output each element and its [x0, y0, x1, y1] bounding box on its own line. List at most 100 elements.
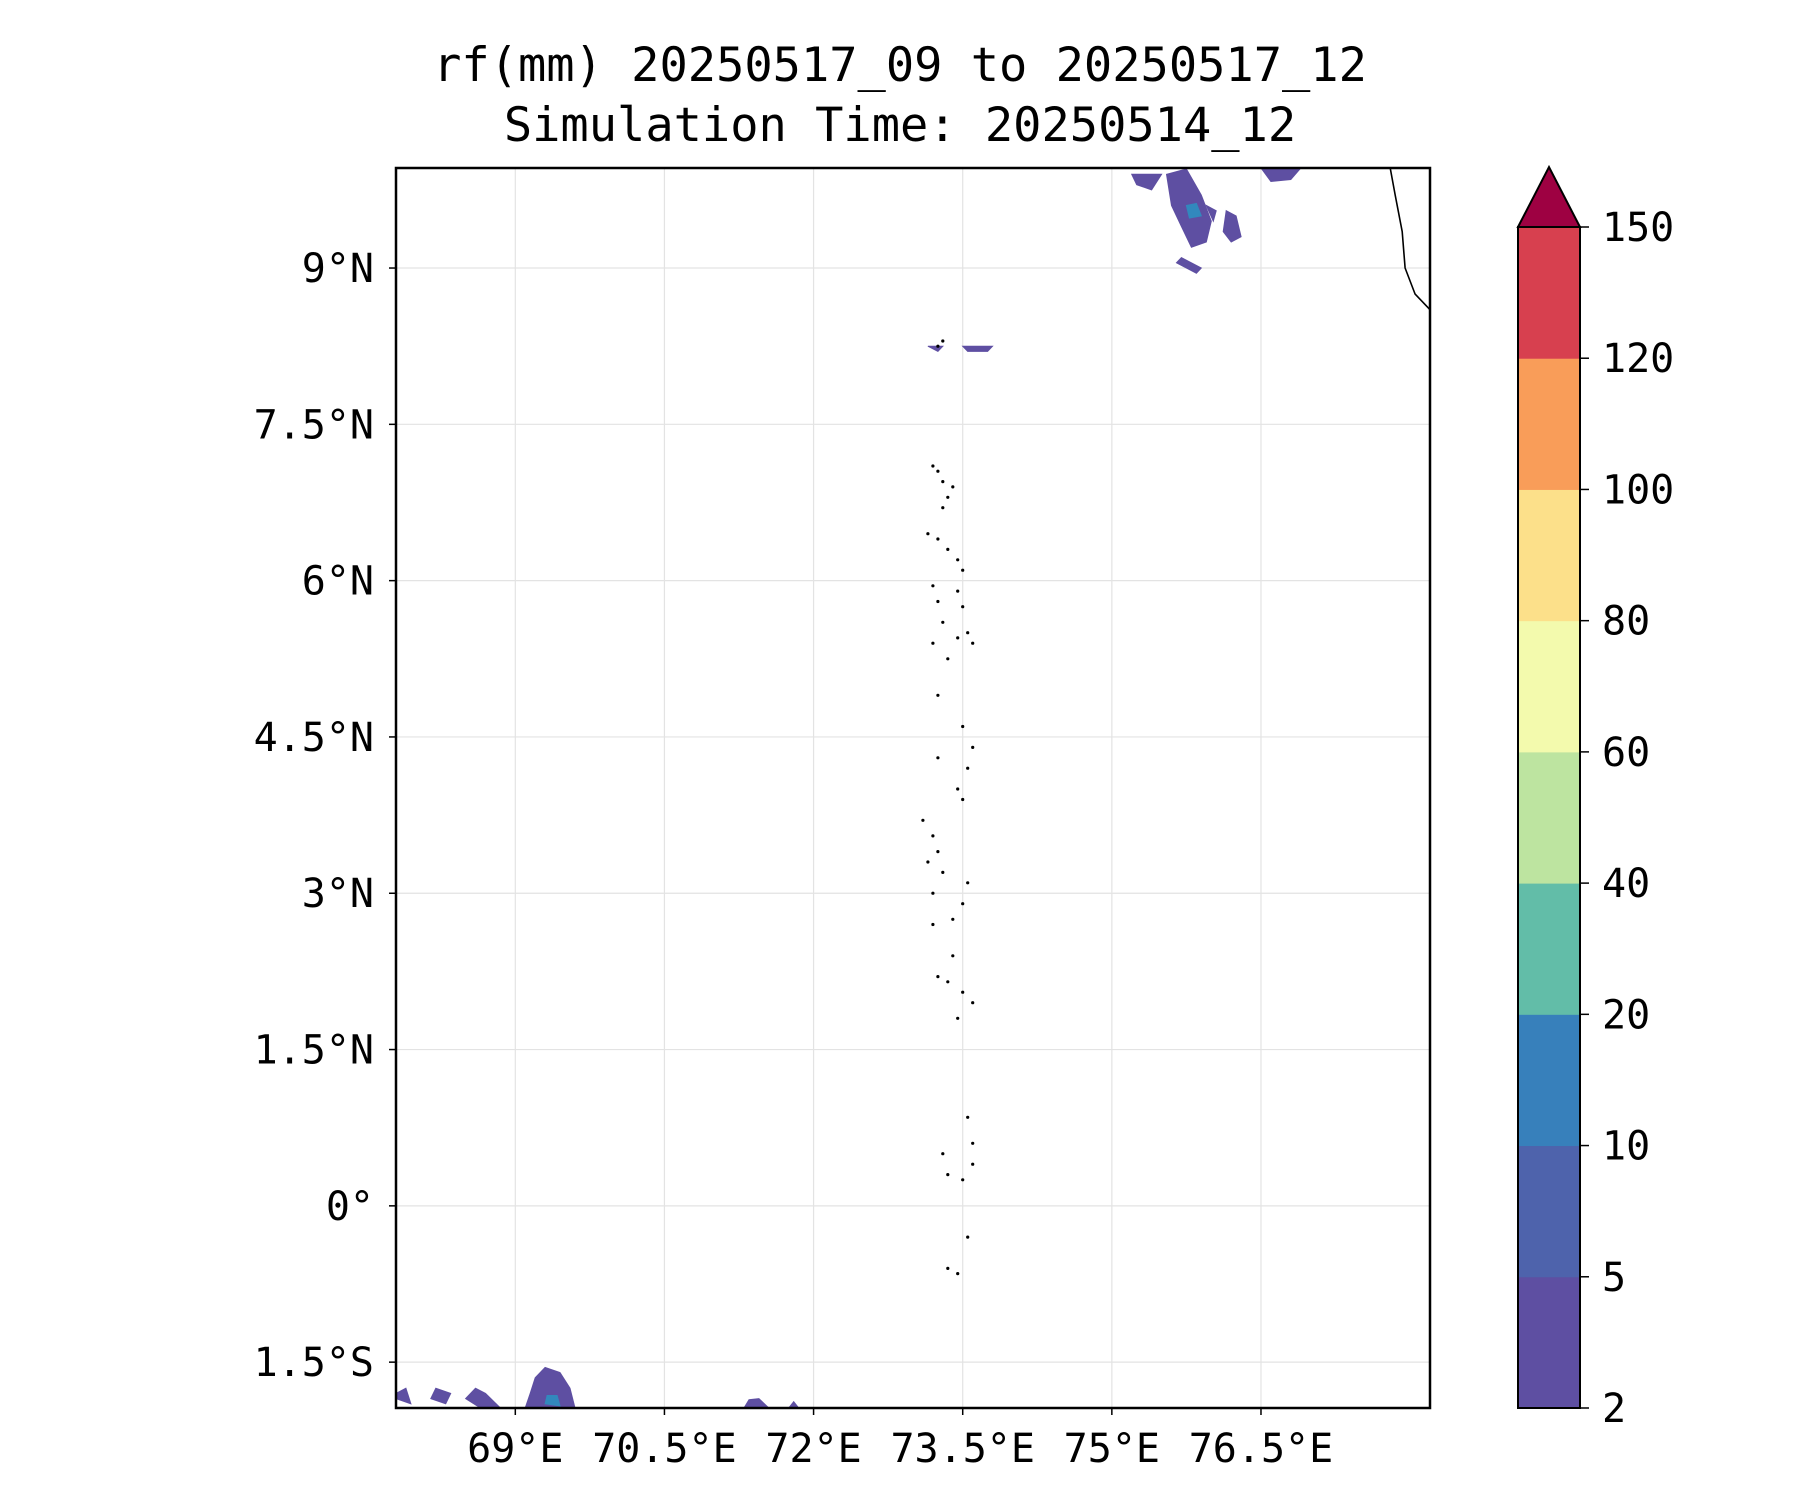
- rain-patch: [961, 345, 994, 352]
- map-frame: [394, 166, 1432, 1410]
- x-tick-label: 75°E: [1064, 1426, 1160, 1472]
- island-dot: [966, 1115, 970, 1119]
- title-line-1: rf(mm) 20250517_09 to 20250517_12: [433, 38, 1367, 93]
- colorbar-segment: [1518, 620, 1580, 753]
- rain-patch: [1205, 204, 1217, 223]
- island-dot: [971, 1162, 975, 1166]
- colorbar-frame: [1517, 226, 1581, 1409]
- island-dot: [961, 568, 965, 572]
- y-tick-label: 0°: [326, 1184, 374, 1230]
- island-dot: [926, 860, 930, 864]
- y-axis-ticks: 9°N 7.5°N 6°N 4.5°N 3°N 1.5°N 0° 1.5°S: [254, 246, 396, 1386]
- map-background: [396, 168, 1430, 1408]
- island-dot: [971, 641, 975, 645]
- colorbar-tick-label: 80: [1602, 599, 1650, 645]
- colorbar-tick-label: 120: [1602, 336, 1674, 382]
- island-dot: [936, 693, 940, 697]
- y-tick-label: 1.5°N: [254, 1028, 374, 1074]
- island-dot: [931, 464, 935, 468]
- x-axis-ticks: 69°E 70.5°E 72°E 73.5°E 75°E 76.5°E: [467, 1408, 1333, 1472]
- rain-patch: [396, 1387, 412, 1405]
- y-tick-label: 3°N: [302, 871, 374, 917]
- colorbar-tick-label: 40: [1602, 861, 1650, 907]
- island-dot: [936, 850, 940, 854]
- island-dot: [931, 641, 935, 645]
- island-dot: [956, 589, 960, 593]
- island-dot: [961, 724, 965, 729]
- colorbar-segment: [1518, 227, 1580, 359]
- island-dot: [926, 532, 930, 536]
- x-tick-label: 76.5°E: [1189, 1426, 1334, 1472]
- colorbar: 2 5 10 20 40 60 80 100 120 150: [1516, 164, 1674, 1432]
- island-dot: [956, 558, 960, 562]
- title-line-2: Simulation Time: 20250514_12: [503, 98, 1297, 153]
- island-dot: [951, 954, 955, 958]
- coastline-layer: [921, 168, 1430, 1276]
- rain-patch: [524, 1366, 576, 1408]
- colorbar-extend-arrow: [1516, 164, 1582, 228]
- island-dot: [966, 766, 970, 770]
- colorbar-segment: [1518, 358, 1580, 490]
- island-dot: [946, 980, 950, 984]
- island-dot: [941, 480, 945, 484]
- island-dot: [946, 1266, 950, 1270]
- island-dot: [936, 469, 940, 473]
- rain-patch: [1130, 173, 1163, 191]
- island-dot: [971, 1141, 975, 1145]
- y-tick-label: 4.5°N: [254, 715, 374, 761]
- island-dot: [946, 657, 950, 661]
- island-dot: [956, 787, 960, 791]
- y-tick-label: 7.5°N: [254, 402, 374, 448]
- island-dot: [946, 1173, 950, 1177]
- island-dot: [941, 506, 945, 510]
- island-dot: [961, 605, 965, 609]
- island-dot: [936, 756, 940, 760]
- colorbar-tick-label: 2: [1602, 1386, 1626, 1432]
- island-dot: [966, 881, 970, 885]
- colorbar-segment: [1518, 1014, 1580, 1147]
- island-dot: [941, 1152, 945, 1156]
- rain-patch: [1260, 168, 1302, 183]
- island-dot: [956, 1272, 960, 1276]
- colorbar-segment: [1518, 489, 1580, 622]
- island-dot: [921, 818, 925, 822]
- y-tick-label: 1.5°S: [254, 1340, 374, 1386]
- coastline-india: [1389, 168, 1430, 311]
- island-dot: [931, 891, 935, 895]
- rainfall-layer: [396, 168, 1302, 1408]
- island-dot: [951, 485, 955, 489]
- colorbar-tick-label: 100: [1602, 467, 1674, 513]
- island-dot: [936, 599, 940, 604]
- rain-patch: [1185, 202, 1202, 219]
- rain-patch: [927, 345, 944, 353]
- island-dot: [956, 636, 960, 640]
- island-dot: [961, 797, 965, 802]
- island-dot: [941, 870, 945, 875]
- island-dot: [941, 620, 945, 624]
- island-dot: [971, 1001, 975, 1005]
- colorbar-tick-label: 5: [1602, 1255, 1626, 1301]
- rain-patch: [430, 1387, 452, 1405]
- rain-patch: [1175, 256, 1203, 274]
- x-tick-label: 73.5°E: [890, 1426, 1035, 1472]
- island-dot: [936, 975, 940, 979]
- colorbar-segment: [1518, 883, 1580, 1015]
- island-dot: [936, 537, 940, 541]
- island-dot: [951, 917, 955, 921]
- x-tick-label: 72°E: [765, 1426, 861, 1472]
- island-dot: [966, 631, 970, 635]
- y-tick-label: 9°N: [302, 246, 374, 292]
- colorbar-tick-label: 20: [1602, 992, 1650, 1038]
- colorbar-segment: [1518, 751, 1580, 884]
- x-tick-label: 69°E: [467, 1426, 563, 1472]
- island-dot: [941, 339, 945, 343]
- rain-patch: [788, 1400, 800, 1408]
- x-tick-label: 70.5°E: [592, 1426, 737, 1472]
- gridlines: [396, 168, 1430, 1408]
- island-dot: [971, 745, 975, 750]
- colorbar-segment: [1518, 1276, 1580, 1409]
- island-dot: [956, 1016, 960, 1020]
- y-tick-label: 6°N: [302, 559, 374, 605]
